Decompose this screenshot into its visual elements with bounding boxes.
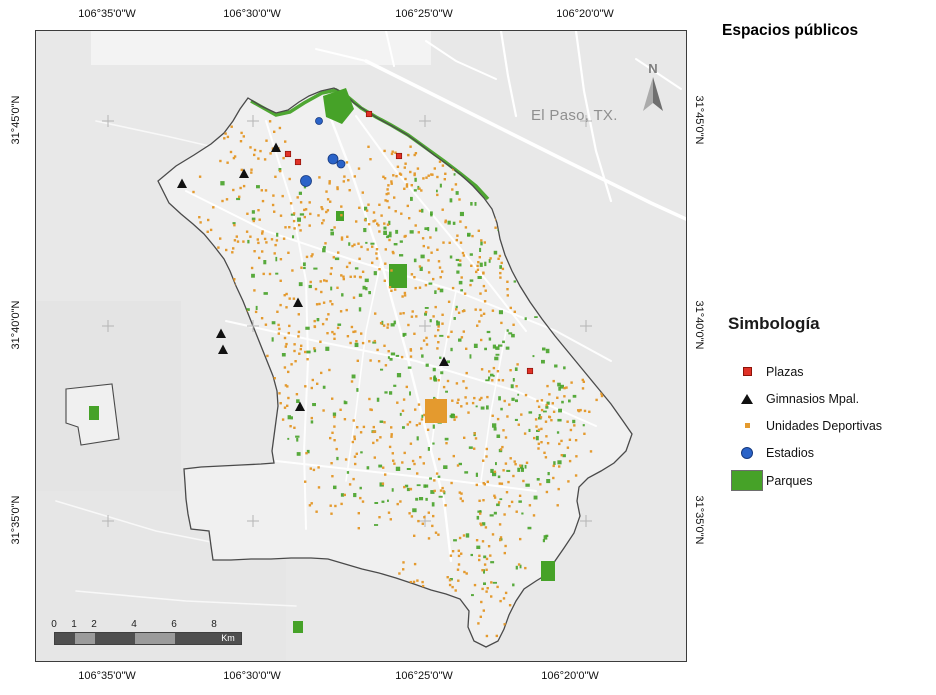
longitude-label-bottom: 106°30'0"W <box>223 670 281 682</box>
legend-item-plazas: Plazas <box>728 358 936 385</box>
map-svg <box>36 31 686 661</box>
map-title: Espacios públicos <box>722 22 859 39</box>
legend-label-plazas: Plazas <box>766 364 804 379</box>
scale-tick: 2 <box>91 619 97 630</box>
scale-bar-labels: 0 1 2 4 6 8 <box>51 619 294 631</box>
parques-layer <box>89 88 555 633</box>
estadios-layer <box>300 117 346 187</box>
latitude-label-left: 31°40'0"N <box>10 300 22 350</box>
longitude-label-bottom: 106°25'0"W <box>395 670 453 682</box>
unidades-deportivas-layer <box>168 120 607 643</box>
legend-item-parques: Parques <box>728 466 936 495</box>
legend-label-parques: Parques <box>766 473 813 488</box>
longitude-label-top: 106°20'0"W <box>556 8 614 20</box>
legend-label-gimnasios: Gimnasios Mpal. <box>766 391 860 406</box>
plaza-symbol-icon <box>742 367 752 376</box>
scale-unit-label: Km <box>215 633 241 644</box>
scale-tick: 0 <box>51 619 57 630</box>
longitude-label-top: 106°25'0"W <box>395 8 453 20</box>
longitude-label-bottom: 106°35'0"W <box>78 670 136 682</box>
latitude-label-left: 31°35'0"N <box>10 495 22 545</box>
legend: Simbología Plazas Gimnasios Mpal. Unidad… <box>700 314 936 495</box>
north-arrow-icon <box>643 77 663 111</box>
parque-symbol-icon <box>731 470 763 491</box>
map-canvas[interactable]: El Paso, TX. N 0 1 2 4 6 8 <box>35 30 687 662</box>
latitude-label-right: 31°35'0"N <box>693 495 705 545</box>
legend-panel: Espacios públicos Simbología Plazas Gimn… <box>700 22 936 495</box>
north-arrow: N <box>633 61 673 113</box>
city-roads <box>185 104 612 563</box>
city-boundary <box>157 87 633 648</box>
longitude-label-top: 106°30'0"W <box>223 8 281 20</box>
longitude-label-top: 106°35'0"W <box>78 8 136 20</box>
longitude-label-bottom: 106°20'0"W <box>541 670 599 682</box>
unidad-deportiva-patch-layer <box>425 399 447 423</box>
scale-bar-segments: Km <box>54 632 242 645</box>
legend-label-unidades: Unidades Deportivas <box>766 418 883 433</box>
gimnasios-layer <box>177 142 449 411</box>
elpaso-roads <box>55 31 686 607</box>
estadio-symbol-icon <box>741 446 753 459</box>
scale-bar: 0 1 2 4 6 8 Km <box>51 619 294 649</box>
parques-specks-layer <box>220 168 585 597</box>
scale-tick: 6 <box>171 619 177 630</box>
gimnasio-symbol-icon <box>741 393 753 404</box>
legend-heading: Simbología <box>728 314 820 333</box>
unidad-deportiva-symbol-icon <box>744 423 750 428</box>
scale-tick: 1 <box>71 619 77 630</box>
terrain-tint <box>91 31 431 65</box>
legend-label-estadios: Estadios <box>766 445 814 460</box>
plazas-layer <box>284 110 534 375</box>
north-label: N <box>648 61 658 76</box>
scale-tick: 4 <box>131 619 137 630</box>
graticule-crosses <box>102 115 592 527</box>
legend-item-gimnasios: Gimnasios Mpal. <box>728 385 936 412</box>
city-area-fill <box>158 88 632 647</box>
el-paso-label: El Paso, TX. <box>531 107 618 124</box>
legend-item-estadios: Estadios <box>728 439 936 466</box>
latitude-label-left: 31°45'0"N <box>10 95 22 145</box>
legend-item-unidades: Unidades Deportivas <box>728 412 936 439</box>
scale-tick: 8 <box>211 619 217 630</box>
